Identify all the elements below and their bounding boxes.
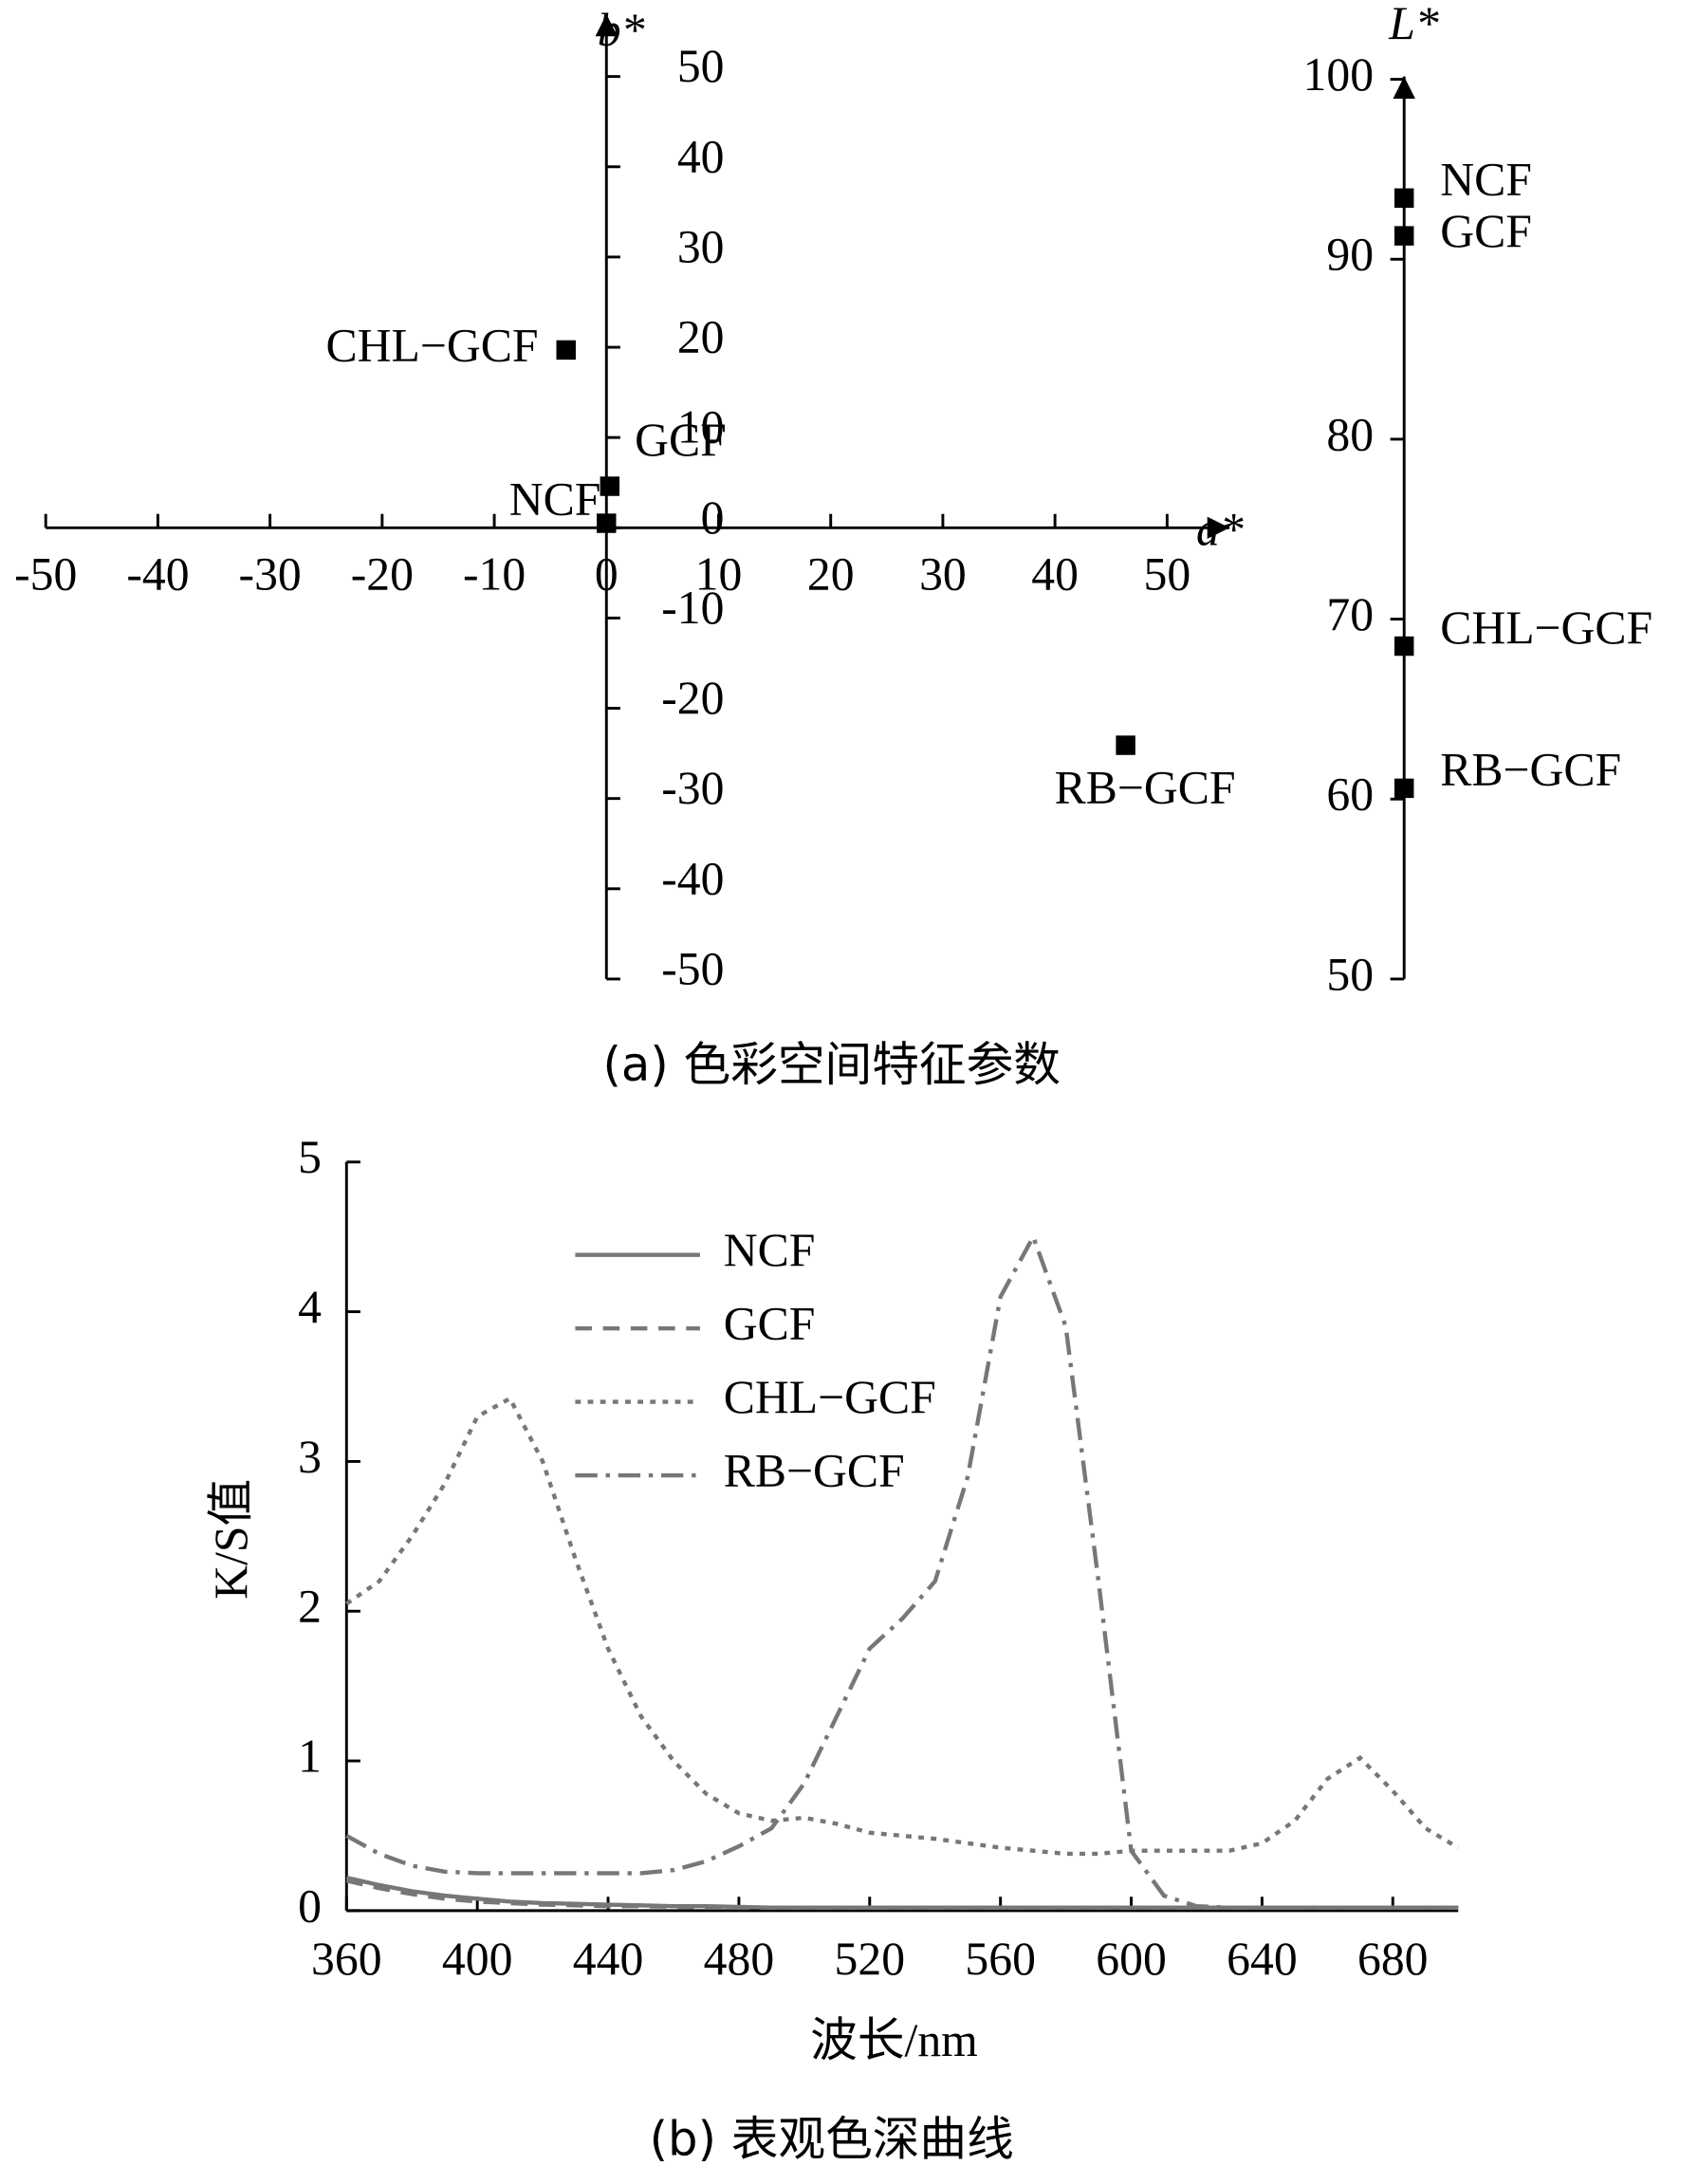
x-tick-label: 30 [919, 548, 967, 601]
x-axis-label: 波长/nm [810, 2014, 978, 2066]
x-tick-label: 20 [807, 548, 855, 601]
y-tick-label: 4 [298, 1281, 322, 1333]
legend-label: CHL−GCF [724, 1371, 936, 1423]
x-tick-label: -40 [126, 548, 189, 601]
point-label: RB−GCF [1055, 762, 1236, 814]
y-tick-label: 100 [1303, 48, 1375, 101]
y-tick-label: -30 [661, 762, 724, 814]
point [1393, 188, 1414, 208]
point [600, 476, 620, 496]
y-tick-label: -20 [661, 672, 724, 724]
y-tick-label: 50 [1326, 948, 1374, 1000]
point-label: GCF [635, 414, 727, 466]
point [1393, 226, 1414, 246]
y-axis-label: b* [598, 4, 645, 56]
point [1393, 636, 1414, 657]
x-tick-label: 560 [965, 1933, 1036, 1985]
point [597, 513, 617, 533]
y-tick-label: 30 [677, 220, 725, 272]
point-label: GCF [1440, 205, 1532, 257]
y-tick-label: 70 [1326, 588, 1374, 640]
y-tick-label: 10 [677, 401, 725, 453]
x-tick-label: 400 [442, 1933, 513, 1985]
point-label: NCF [509, 472, 601, 525]
legend-label: RB−GCF [724, 1444, 905, 1496]
x-tick-label: 640 [1227, 1933, 1298, 1985]
point-label: CHL−GCF [326, 319, 539, 371]
point-label: CHL−GCF [1440, 602, 1652, 654]
x-tick-label: 10 [695, 548, 743, 601]
point [1116, 735, 1135, 755]
y-tick-label: 50 [677, 40, 725, 92]
y-tick-label: 0 [701, 491, 725, 544]
x-tick-label: -50 [14, 548, 77, 601]
x-tick-label: 50 [1144, 548, 1191, 601]
series-line [345, 1231, 1459, 1910]
x-axis-label: a* [1196, 503, 1244, 555]
x-tick-label: 40 [1031, 548, 1079, 601]
y-tick-label: 1 [298, 1730, 322, 1782]
y-tick-label: 3 [298, 1431, 322, 1483]
y-tick-label: -50 [661, 942, 724, 994]
x-tick-label: -20 [351, 548, 414, 601]
legend-label: GCF [724, 1298, 816, 1350]
y-tick-label: -40 [661, 852, 724, 904]
x-tick-label: -30 [239, 548, 302, 601]
legend-label: NCF [724, 1224, 816, 1276]
x-tick-label: 680 [1357, 1933, 1429, 1985]
y-axis-label: K/S值 [205, 1479, 257, 1600]
y-axis-label: L* [1388, 0, 1439, 49]
series-line [345, 1879, 1459, 1910]
x-tick-label: 0 [595, 548, 618, 601]
y-tick-label: 5 [298, 1131, 322, 1183]
caption: (b) 表观色深曲线 [650, 2111, 1014, 2166]
y-tick-label: 2 [298, 1581, 322, 1633]
y-tick-label: -10 [661, 582, 724, 634]
caption: (a) 色彩空间特征参数 [603, 1037, 1061, 1092]
point [1393, 778, 1414, 799]
y-tick-label: 20 [677, 311, 725, 363]
series-line [345, 1396, 1460, 1857]
y-tick-label: 90 [1326, 229, 1374, 281]
x-tick-label: 480 [704, 1933, 775, 1985]
y-tick-label: 0 [298, 1879, 322, 1932]
x-tick-label: 360 [311, 1933, 382, 1985]
x-tick-label: 440 [573, 1933, 644, 1985]
x-tick-label: 600 [1096, 1933, 1167, 1985]
point-label: RB−GCF [1440, 744, 1621, 796]
point-label: NCF [1440, 154, 1532, 206]
point [556, 340, 576, 361]
x-tick-label: -10 [463, 548, 526, 601]
x-tick-label: 520 [835, 1933, 906, 1985]
y-tick-label: 60 [1326, 768, 1374, 821]
y-tick-label: 40 [677, 130, 725, 182]
y-tick-label: 80 [1326, 408, 1374, 460]
